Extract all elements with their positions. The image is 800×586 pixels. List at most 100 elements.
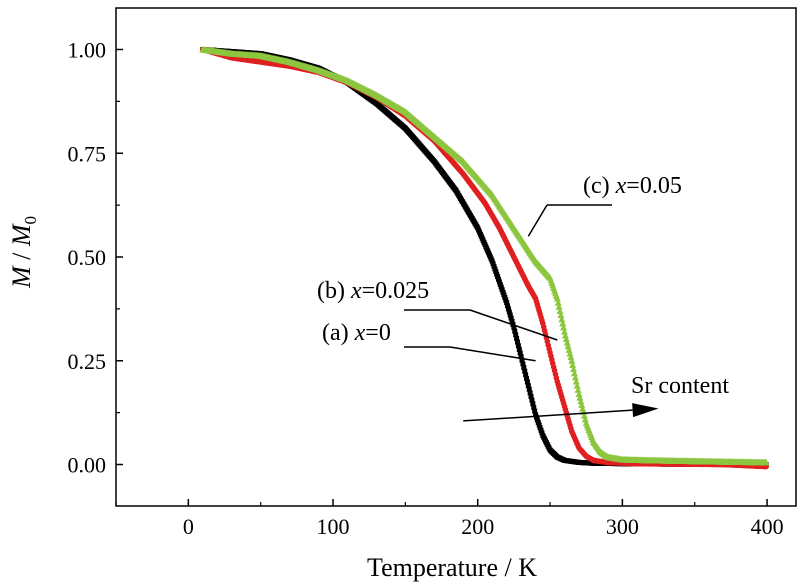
data-point xyxy=(514,335,520,341)
series-label-1: (b) x=0.025 xyxy=(317,278,558,341)
leader-line xyxy=(449,346,536,362)
ticks: 0 100 200 300 400 0.00 0.25 0.50 0.75 1.00 xyxy=(68,38,784,540)
x-tick-label: 400 xyxy=(751,514,784,539)
x-tick-label: 200 xyxy=(461,514,494,539)
data-point xyxy=(561,331,569,339)
data-point xyxy=(517,350,523,356)
data-point xyxy=(762,458,770,466)
data-point xyxy=(573,382,581,389)
data-point xyxy=(490,261,496,267)
data-point xyxy=(533,412,539,418)
data-point xyxy=(577,397,585,405)
data-point xyxy=(570,369,578,377)
y-axis-title: M / M0 xyxy=(7,216,40,289)
data-point xyxy=(581,415,589,423)
data-point xyxy=(566,349,574,357)
data-point xyxy=(501,292,507,298)
y-tick-label: 1.00 xyxy=(68,38,107,63)
data-point xyxy=(537,425,543,431)
data-point xyxy=(538,427,544,433)
data-point xyxy=(503,297,509,303)
data-point xyxy=(557,311,565,319)
data-point xyxy=(536,422,542,428)
data-point xyxy=(527,390,533,396)
data-point xyxy=(506,309,512,315)
data-point xyxy=(526,386,532,392)
data-point xyxy=(569,361,577,368)
data-point xyxy=(511,325,517,331)
data-point xyxy=(565,346,573,353)
data-point xyxy=(558,315,566,323)
data-point xyxy=(572,378,580,385)
data-point xyxy=(507,312,513,318)
series-1 xyxy=(200,46,769,470)
data-point xyxy=(523,372,529,378)
data-point xyxy=(530,401,536,407)
y-axis-title-m0: M xyxy=(7,223,36,247)
data-point xyxy=(519,357,525,363)
data-point xyxy=(518,354,524,360)
data-point xyxy=(493,269,499,275)
y-tick-label: 0.50 xyxy=(68,245,107,270)
data-point xyxy=(531,404,537,410)
data-point xyxy=(568,357,576,364)
series-label-text: (c) x=0.05 xyxy=(583,173,682,199)
data-point xyxy=(576,394,584,401)
data-point xyxy=(505,306,511,312)
data-point xyxy=(563,339,571,346)
data-point xyxy=(575,390,583,397)
data-point xyxy=(504,300,510,306)
y-tick-label: 0.75 xyxy=(68,141,107,166)
series-layer xyxy=(199,46,770,470)
data-point xyxy=(533,414,539,420)
data-point xyxy=(494,271,500,277)
data-point xyxy=(560,324,568,331)
data-point xyxy=(524,375,530,381)
data-point xyxy=(564,342,572,350)
data-point xyxy=(495,274,501,280)
data-point xyxy=(496,276,501,282)
data-point xyxy=(580,412,588,419)
x-tick-label: 300 xyxy=(606,514,639,539)
series-label-text: (a) x=0 xyxy=(322,320,391,346)
series-label-0: (a) x=0 xyxy=(322,320,536,362)
data-point xyxy=(578,401,586,408)
data-point xyxy=(529,397,535,403)
data-point xyxy=(555,303,563,310)
data-point xyxy=(522,368,528,374)
annotations: (a) x=0 (b) x=0.025 (c) x=0.05 Sr content xyxy=(317,173,729,422)
data-point xyxy=(553,295,561,302)
data-point xyxy=(554,299,562,306)
data-point xyxy=(556,307,564,314)
series-2 xyxy=(199,46,770,466)
data-point xyxy=(535,419,541,425)
data-point xyxy=(492,266,498,272)
series-label-2: (c) x=0.05 xyxy=(527,173,682,237)
data-point xyxy=(579,404,587,412)
data-point xyxy=(498,284,504,290)
data-point xyxy=(512,328,518,334)
data-point xyxy=(525,383,531,389)
data-point xyxy=(513,332,519,338)
y-axis-title-sep: / xyxy=(7,246,36,266)
sr-content-arrow-head xyxy=(632,403,659,418)
data-point xyxy=(508,315,514,321)
leader-line xyxy=(469,309,558,341)
data-point xyxy=(521,364,527,370)
data-point xyxy=(562,335,570,342)
data-point xyxy=(532,408,538,414)
series-0 xyxy=(200,47,769,467)
data-point xyxy=(516,346,522,352)
data-point xyxy=(567,353,575,361)
data-point xyxy=(502,294,508,300)
data-point xyxy=(571,373,579,381)
data-point xyxy=(561,328,569,335)
data-point xyxy=(489,258,495,264)
data-point xyxy=(515,343,521,349)
x-axis-title: Temperature / K xyxy=(367,553,537,582)
data-point xyxy=(539,430,545,436)
data-point xyxy=(534,417,540,423)
data-point xyxy=(505,303,511,309)
series-label-text: (b) x=0.025 xyxy=(317,278,429,304)
